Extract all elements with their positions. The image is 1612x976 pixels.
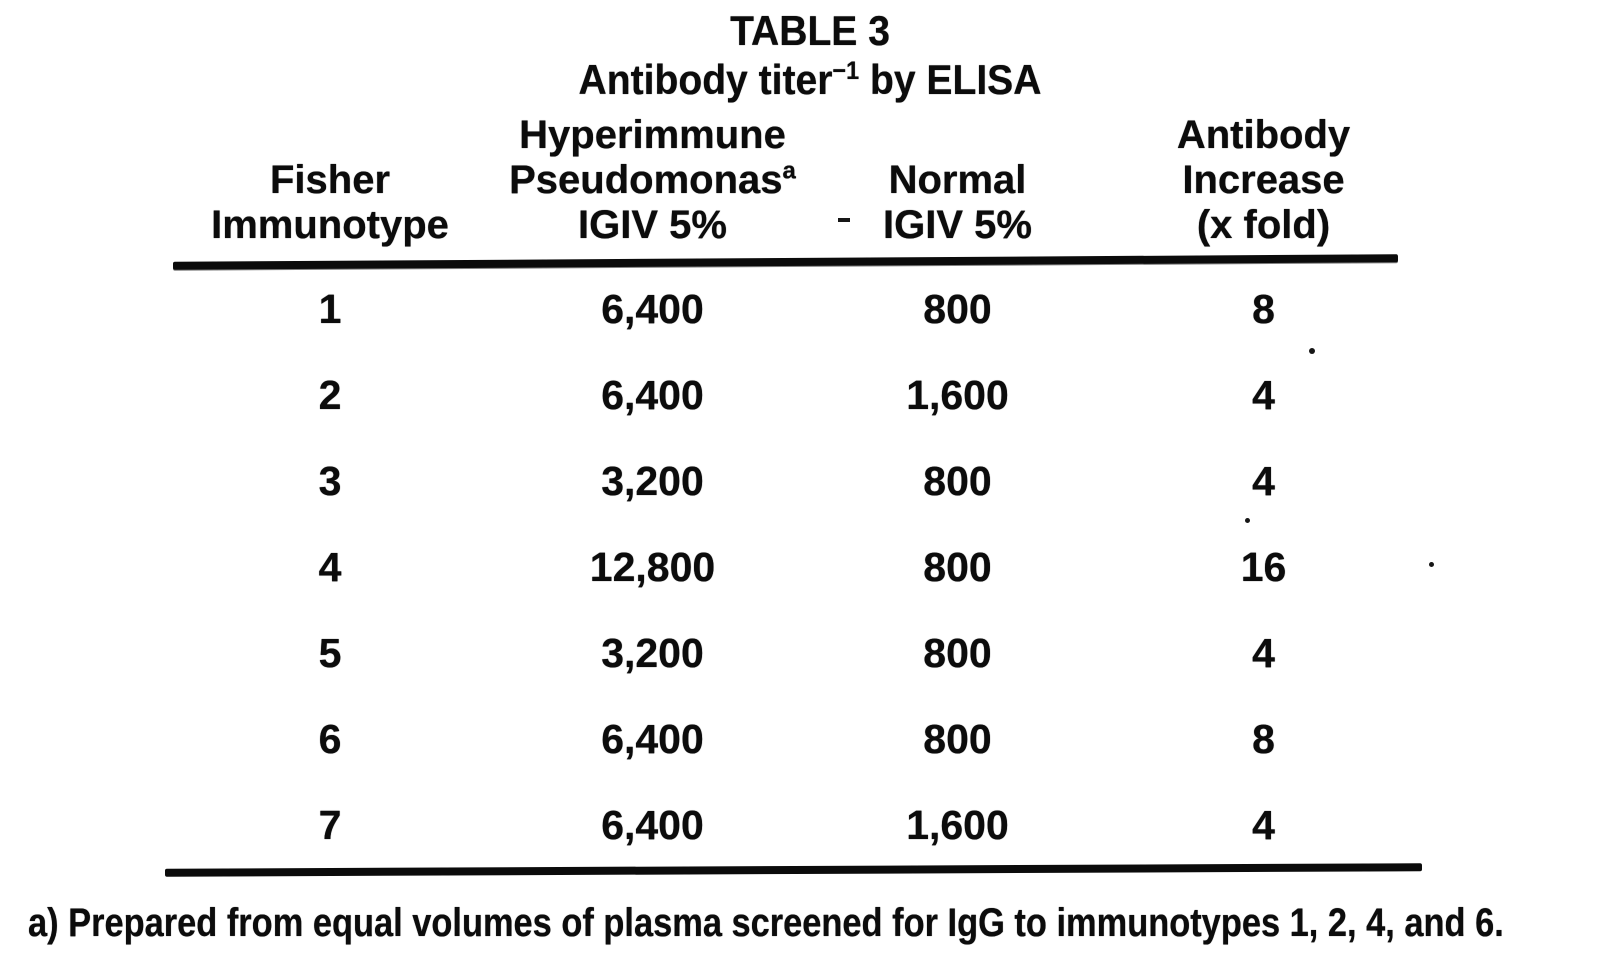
header-line: IGIV 5% bbox=[883, 203, 1032, 247]
cell-hyperimmune-titer: 6,400 bbox=[601, 285, 704, 332]
table-row: 4 12,800 800 16 bbox=[165, 524, 1422, 610]
cell-fisher-immunotype: 6 bbox=[318, 715, 342, 762]
header-line: Hyperimmune bbox=[519, 113, 786, 157]
cell-hyperimmune-titer: 3,200 bbox=[601, 457, 704, 504]
cell-antibody-increase: 16 bbox=[1240, 543, 1287, 590]
table-row: 2 6,400 1,600 4 bbox=[165, 352, 1422, 438]
cell-antibody-increase: 4 bbox=[1252, 629, 1275, 676]
table-row: 7 6,400 1,600 4 bbox=[165, 782, 1422, 868]
table-subtitle: Antibody titer−1 by ELISA bbox=[57, 55, 1564, 104]
header-line: Fisher bbox=[269, 158, 391, 202]
table-title: TABLE 3 bbox=[730, 7, 890, 54]
cell-fisher-immunotype: 7 bbox=[318, 801, 342, 848]
table-row: 3 3,200 800 4 bbox=[165, 438, 1422, 524]
cell-hyperimmune-titer: 6,400 bbox=[601, 801, 704, 848]
footnote-marker-superscript: a bbox=[782, 157, 796, 185]
table-row: 1 6,400 800 8 bbox=[165, 266, 1422, 352]
header-line: Immunotype bbox=[211, 203, 449, 247]
cell-antibody-increase: 4 bbox=[1252, 371, 1275, 418]
column-header-antibody-increase: Antibody Increase (x fold) bbox=[1105, 113, 1422, 248]
cell-fisher-immunotype: 1 bbox=[318, 285, 342, 332]
cell-normal-titer: 800 bbox=[923, 457, 992, 504]
cell-hyperimmune-titer: 3,200 bbox=[601, 629, 704, 676]
cell-normal-titer: 800 bbox=[923, 629, 992, 676]
scan-artifact-dash bbox=[838, 218, 850, 222]
cell-hyperimmune-titer: 12,800 bbox=[589, 543, 716, 590]
cell-fisher-immunotype: 2 bbox=[318, 371, 342, 418]
column-header-hyperimmune-pseudomonas-igiv: Hyperimmune Pseudomonasa IGIV 5% bbox=[495, 113, 810, 248]
subtitle-text-post: by ELISA bbox=[859, 56, 1042, 103]
cell-fisher-immunotype: 4 bbox=[318, 543, 342, 590]
cell-antibody-increase: 8 bbox=[1252, 715, 1275, 762]
cell-antibody-increase: 8 bbox=[1252, 285, 1275, 332]
cell-normal-titer: 800 bbox=[923, 543, 992, 590]
table-footnote: a) Prepared from equal volumes of plasma… bbox=[28, 901, 1504, 945]
header-line: Increase bbox=[1182, 158, 1345, 202]
table-title-block: TABLE 3 Antibody titer−1 by ELISA bbox=[57, 6, 1564, 104]
scan-artifact-dot bbox=[1309, 348, 1315, 354]
table-row: 6 6,400 800 8 bbox=[165, 696, 1422, 782]
cell-fisher-immunotype: 3 bbox=[318, 457, 342, 504]
scan-artifact-dot bbox=[1245, 518, 1250, 523]
subtitle-text-pre: Antibody titer bbox=[578, 56, 833, 103]
cell-normal-titer: 800 bbox=[923, 285, 992, 332]
table-header-row: Fisher Immunotype Hyperimmune Pseudomona… bbox=[165, 96, 1422, 248]
cell-hyperimmune-titer: 6,400 bbox=[601, 715, 704, 762]
cell-normal-titer: 800 bbox=[923, 715, 992, 762]
header-line: Normal bbox=[888, 158, 1027, 202]
header-line: (x fold) bbox=[1196, 203, 1331, 247]
cell-normal-titer: 1,600 bbox=[906, 801, 1009, 848]
cell-antibody-increase: 4 bbox=[1252, 801, 1275, 848]
header-line: IGIV 5% bbox=[578, 203, 727, 247]
subtitle-superscript: −1 bbox=[832, 57, 860, 85]
header-pseudomonas-text: Pseudomonas bbox=[509, 158, 783, 202]
cell-hyperimmune-titer: 6,400 bbox=[601, 371, 704, 418]
scan-artifact-dot bbox=[1429, 562, 1434, 567]
header-line: Antibody bbox=[1176, 113, 1351, 157]
column-header-normal-igiv: Normal IGIV 5% bbox=[810, 158, 1105, 248]
table-row: 5 3,200 800 4 bbox=[165, 610, 1422, 696]
header-line: Pseudomonasa bbox=[495, 158, 810, 203]
cell-fisher-immunotype: 5 bbox=[318, 629, 342, 676]
cell-normal-titer: 1,600 bbox=[906, 371, 1009, 418]
table-body: 1 6,400 800 8 2 6,400 1,600 4 3 3,200 80… bbox=[165, 266, 1422, 868]
cell-antibody-increase: 4 bbox=[1252, 457, 1275, 504]
column-header-fisher-immunotype: Fisher Immunotype bbox=[165, 158, 495, 248]
